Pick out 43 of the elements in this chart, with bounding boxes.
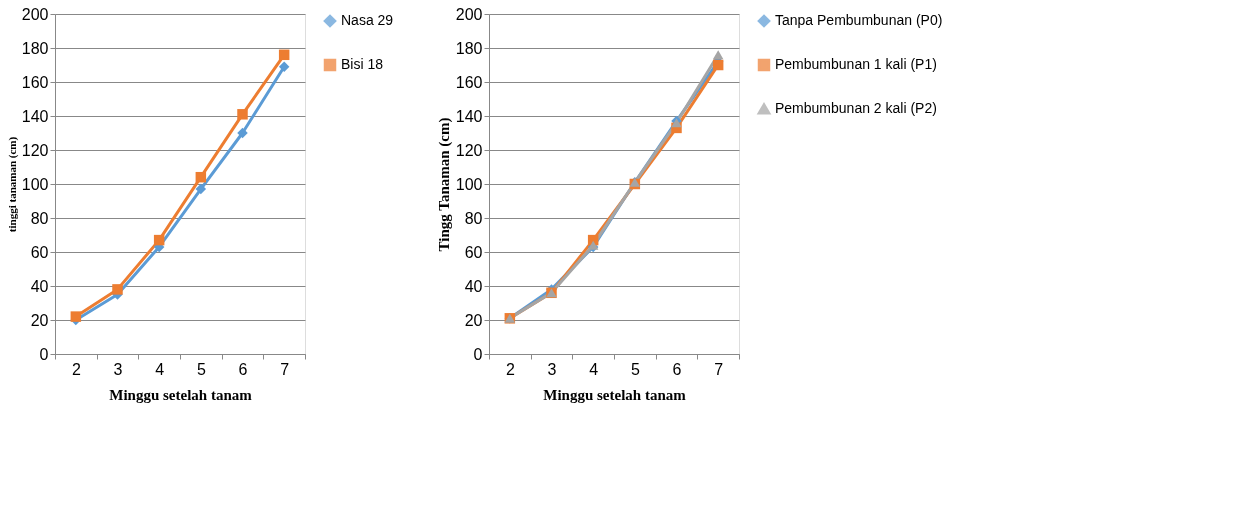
y-tick-label: 0	[473, 345, 483, 363]
x-tick-label: 4	[155, 360, 165, 378]
y-tick-label: 100	[21, 175, 49, 193]
y-axis-title: Tingg Tanaman (cm)	[435, 117, 453, 252]
y-tick-label: 180	[455, 39, 483, 57]
y-tick-label: 120	[455, 141, 483, 159]
y-tick-label: 140	[21, 107, 49, 125]
y-tick-label: 120	[21, 141, 49, 159]
legend-label: Bisi 18	[341, 56, 384, 72]
legend-label: Nasa 29	[341, 12, 394, 28]
y-tick-label: 80	[464, 209, 483, 227]
x-tick-label: 2	[505, 360, 515, 378]
x-tick-label: 4	[589, 360, 599, 378]
y-tick-label: 40	[464, 277, 483, 295]
y-tick-label: 20	[464, 311, 483, 329]
legend-label: Pembumbunan 1 kali (P1)	[775, 56, 937, 72]
y-tick-label: 60	[30, 243, 49, 261]
x-tick-label: 7	[280, 360, 290, 378]
y-tick-label: 160	[21, 73, 49, 91]
y-tick-label: 180	[21, 39, 49, 57]
y-axis-title: tinggi tanaman (cm)	[5, 136, 19, 233]
y-tick-label: 200	[455, 5, 483, 23]
y-tick-label: 80	[30, 209, 49, 227]
x-tick-label: 3	[547, 360, 557, 378]
legend-label: Tanpa Pembumbunan (P0)	[775, 12, 943, 28]
x-axis-title: Minggu setelah tanam	[543, 386, 687, 403]
x-tick-label: 3	[113, 360, 123, 378]
y-tick-label: 0	[39, 345, 49, 363]
x-axis-title: Minggu setelah tanam	[109, 386, 253, 403]
y-tick-label: 40	[30, 277, 49, 295]
x-tick-label: 2	[71, 360, 81, 378]
x-tick-label: 6	[238, 360, 248, 378]
y-tick-label: 200	[21, 5, 49, 23]
y-tick-label: 100	[455, 175, 483, 193]
legend-label: Pembumbunan 2 kali (P2)	[775, 100, 937, 116]
x-tick-label: 6	[672, 360, 682, 378]
x-tick-label: 7	[714, 360, 724, 378]
x-tick-label: 5	[630, 360, 640, 378]
y-tick-label: 60	[464, 243, 483, 261]
y-tick-label: 160	[455, 73, 483, 91]
y-tick-label: 20	[30, 311, 49, 329]
x-tick-label: 5	[196, 360, 206, 378]
y-tick-label: 140	[455, 107, 483, 125]
